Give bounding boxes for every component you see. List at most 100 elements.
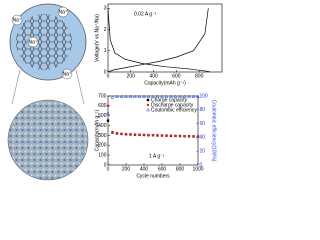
ion-label: Na⁺	[58, 9, 67, 15]
point	[120, 132, 123, 136]
legend-marker	[146, 98, 150, 102]
point	[165, 134, 168, 137]
point	[187, 135, 191, 138]
point	[111, 130, 114, 134]
figure: Na⁺Na⁺Na⁺Na⁺ 0 200 400 600 8000123Capacity(m…	[7, 3, 223, 181]
point	[169, 134, 173, 137]
ion	[11, 14, 23, 26]
ion	[27, 36, 39, 48]
y-axis-label: Voltage(V vs.Na⁺/Na)	[94, 14, 100, 62]
y2-tick-label: 100	[200, 93, 209, 99]
y-tick-label: 2	[104, 27, 107, 33]
x-tick-label: 0	[107, 73, 110, 79]
point	[142, 133, 146, 137]
ion-label: Na⁺	[62, 71, 71, 77]
point	[191, 94, 196, 98]
ion	[61, 68, 73, 80]
point	[110, 95, 115, 99]
y-tick-label: 700	[98, 93, 107, 99]
connector	[11, 69, 21, 105]
point	[173, 94, 178, 98]
y-tick-label: 0	[104, 162, 107, 168]
point	[155, 94, 160, 98]
point	[178, 134, 182, 138]
point	[147, 133, 150, 137]
y-tick-label: 0	[104, 69, 107, 75]
x-tick-label: 600	[172, 73, 181, 79]
point	[142, 94, 146, 98]
point	[169, 94, 173, 98]
point	[196, 135, 200, 138]
point	[192, 135, 195, 138]
y2-tick-label: 20	[200, 149, 206, 155]
point	[187, 94, 191, 98]
x-tick-label: 200	[127, 73, 136, 79]
point	[128, 94, 133, 98]
point	[151, 94, 155, 98]
point	[129, 133, 132, 136]
point	[151, 134, 155, 137]
y-tick-label: 3	[104, 6, 107, 12]
point	[183, 134, 186, 138]
ion-labels: Na⁺ Na⁺ Na⁺ Na⁺	[11, 6, 73, 80]
x-tick-label: 1000	[192, 166, 203, 172]
x-tick-label: 400	[140, 166, 149, 172]
legend-label: Coulombic efficiency	[151, 107, 197, 113]
connector	[75, 69, 85, 105]
legend-marker	[146, 103, 150, 107]
point	[133, 94, 137, 98]
graphene-sheet	[16, 14, 72, 70]
point	[182, 94, 187, 98]
point	[124, 132, 128, 136]
point	[115, 94, 119, 98]
ion-label: Na⁺	[12, 17, 21, 23]
x-tick-label: 200	[122, 166, 131, 172]
ion-label: Na⁺	[28, 39, 37, 45]
y2-tick-label: 0	[200, 162, 203, 168]
x-tick-label: 400	[149, 73, 158, 79]
point	[124, 94, 128, 98]
particle-sphere	[7, 99, 89, 181]
x-tick-label: 600	[158, 166, 167, 172]
point	[106, 111, 110, 115]
x-tick-label: 0	[107, 166, 110, 172]
point	[146, 94, 151, 98]
point	[178, 94, 182, 98]
point	[137, 94, 142, 98]
x-tick-label: 800	[195, 73, 204, 79]
y2-tick-label: 40	[200, 135, 206, 141]
y-tick-label: 600	[98, 103, 107, 109]
y-tick-label: 300	[98, 133, 107, 139]
annotation: 1 A g⁻¹	[149, 153, 165, 159]
point	[196, 94, 200, 98]
legend-label: Discharge capacity	[151, 102, 194, 108]
plot-frame	[107, 95, 199, 166]
y-tick-label: 1	[104, 48, 107, 54]
legend-label: Charge capacity	[151, 97, 188, 103]
y2-tick-label: 80	[200, 107, 206, 113]
ion	[57, 6, 69, 18]
point	[156, 134, 159, 137]
x-axis-label: Cycle numbers	[136, 173, 170, 179]
y-tick-label: 400	[98, 123, 107, 129]
point	[106, 104, 110, 108]
y2-axis-label: Coulombic efficiency(100%)	[211, 100, 217, 162]
y2-tick-label: 60	[200, 121, 206, 127]
x-axis-label: Capacity(mAh g⁻¹)	[144, 80, 186, 86]
curve	[107, 8, 211, 73]
point	[115, 132, 119, 135]
legend-marker	[146, 107, 150, 112]
y-tick-label: 200	[98, 143, 107, 149]
annotation: 0.02 A g⁻¹	[134, 11, 157, 17]
y-tick-label: 500	[98, 113, 107, 119]
y-tick-label: 100	[98, 152, 107, 158]
point	[119, 94, 124, 98]
curve	[107, 8, 209, 73]
point	[138, 133, 141, 136]
point	[133, 133, 137, 136]
point	[174, 134, 177, 138]
y-axis-label: Capacity(mAh g⁻¹)	[94, 109, 100, 151]
point	[160, 94, 164, 98]
point	[106, 119, 110, 122]
